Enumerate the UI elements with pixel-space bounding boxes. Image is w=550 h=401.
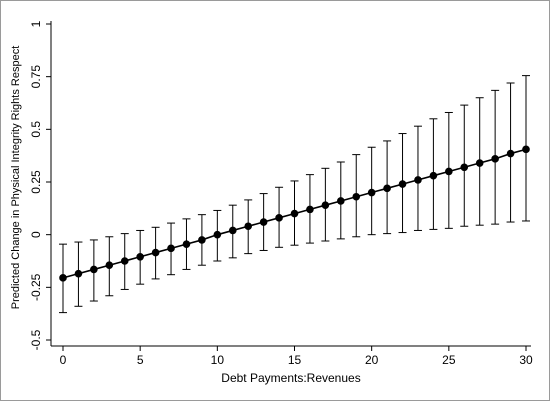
data-point: [321, 201, 330, 209]
data-point: [275, 214, 283, 222]
data-point: [198, 236, 206, 244]
y-tick-label: 1: [29, 20, 43, 27]
x-axis: 0 5 10 15 20 25 30: [51, 345, 533, 367]
data-point: [337, 197, 345, 205]
y-tick-label: 0.75: [29, 65, 43, 89]
data-point: [429, 171, 438, 180]
y-tick-label: 0: [29, 231, 43, 238]
data-point: [259, 218, 268, 226]
data-point: [290, 209, 299, 218]
data-point: [167, 244, 175, 253]
data-point: [182, 240, 191, 248]
data-point: [90, 265, 98, 274]
y-tick-label: 0.25: [29, 170, 43, 194]
data-point: [74, 269, 83, 278]
x-tick-label: 0: [60, 353, 67, 367]
data-point: [244, 222, 252, 231]
data-point: [151, 248, 160, 257]
data-point: [228, 226, 237, 235]
data-point: [367, 188, 376, 197]
data-point: [136, 252, 144, 261]
data-point: [506, 149, 515, 158]
data-point: [120, 257, 129, 265]
data-point: [475, 159, 484, 167]
x-tick-label: 25: [442, 353, 456, 367]
error-bars: [59, 75, 530, 314]
x-axis-title: Debt Payments:Revenues: [221, 371, 360, 385]
data-point: [491, 155, 499, 163]
x-tick-label: 20: [365, 353, 379, 367]
data-point: [306, 205, 314, 214]
y-tick-label: 0.5: [29, 121, 43, 138]
data-point: [105, 261, 114, 270]
data-point: [522, 145, 530, 154]
data-point: [213, 230, 222, 239]
data-point: [414, 176, 422, 184]
data-point: [383, 184, 391, 193]
y-axis: -0.5 -0.25 0 0.25 0.5 0.75 1: [29, 20, 52, 350]
y-axis-title: Predicted Change in Physical Integrity R…: [10, 46, 22, 310]
x-tick-label: 5: [137, 353, 144, 367]
data-point: [352, 192, 361, 201]
data-point: [460, 163, 469, 172]
x-tick-label: 30: [519, 353, 533, 367]
x-tick-label: 10: [211, 353, 225, 367]
data-point: [398, 180, 407, 188]
data-points: [59, 145, 530, 282]
data-point: [445, 167, 453, 176]
y-tick-label: -0.25: [29, 273, 43, 301]
y-tick-label: -0.5: [29, 329, 43, 350]
data-point: [59, 274, 67, 282]
x-tick-label: 15: [288, 353, 302, 367]
